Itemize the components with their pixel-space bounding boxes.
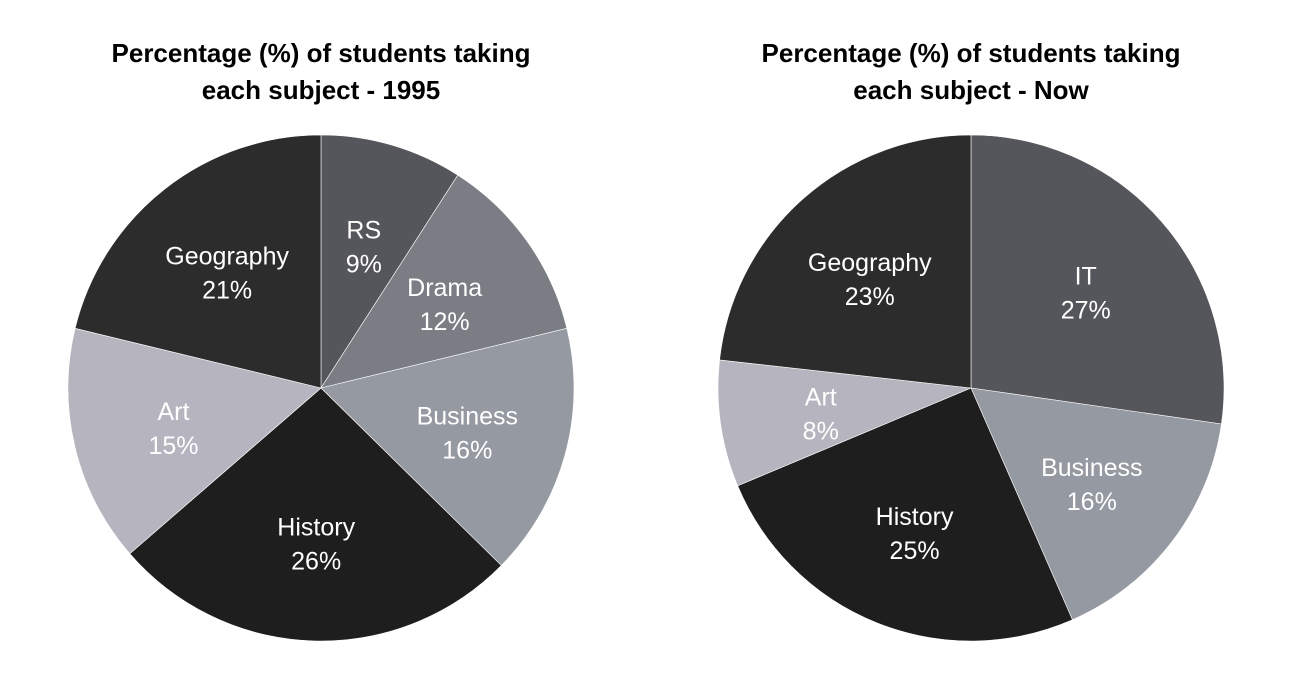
slice-label-business: Business — [417, 402, 518, 430]
slice-label-business: Business — [1041, 454, 1142, 482]
chart-title-line-2: each subject - Now — [853, 75, 1089, 105]
pie-slice-business — [320, 327, 575, 566]
slice-value-drama: 12% — [420, 308, 470, 336]
slice-label-art: Art — [158, 398, 190, 426]
pie-slice-geography — [719, 134, 972, 389]
slice-label-drama: Drama — [407, 274, 482, 302]
pie-slice-geography — [74, 134, 322, 389]
chart-title-line-2: each subject - 1995 — [202, 75, 440, 105]
pie-slice-it — [970, 134, 1225, 425]
pie-slice-history — [129, 387, 502, 642]
pie-chart-1995: Percentage (%) of students taking each s… — [67, 38, 575, 642]
slice-label-it: IT — [1075, 263, 1097, 291]
slice-value-art: 8% — [803, 418, 839, 446]
pie-slice-art — [67, 327, 322, 555]
slice-value-art: 15% — [148, 432, 198, 460]
chart-title-line-1: Percentage (%) of students taking — [112, 38, 531, 68]
slice-value-business: 16% — [1067, 488, 1117, 516]
slice-value-it: 27% — [1061, 297, 1111, 325]
slice-label-history: History — [277, 514, 355, 542]
slice-value-history: 25% — [890, 537, 940, 565]
pie-slice-rs — [320, 134, 459, 390]
pie-labels: RS 9% Drama 12% Business 16% History 26% Art 15% G… — [148, 216, 518, 575]
pie-chart-now: Percentage (%) of students taking each s… — [717, 38, 1225, 642]
slice-value-business: 16% — [442, 436, 492, 464]
slice-value-rs: 9% — [346, 250, 382, 278]
pie-slice-drama — [320, 174, 568, 389]
slice-label-history: History — [876, 503, 954, 531]
pie-slice-art — [717, 359, 973, 487]
slice-value-geography: 21% — [202, 277, 252, 305]
slice-label-art: Art — [805, 384, 837, 412]
slice-label-geography: Geography — [165, 243, 289, 271]
chart-title-line-1: Percentage (%) of students taking — [762, 38, 1181, 68]
slice-label-geography: Geography — [808, 249, 932, 277]
pie-slice-history — [737, 387, 1073, 642]
pie-slices — [717, 134, 1225, 642]
pie-slices — [67, 134, 575, 642]
slice-value-geography: 23% — [845, 283, 895, 311]
slice-label-rs: RS — [346, 216, 381, 244]
pie-slice-business — [970, 387, 1222, 621]
pie-labels: IT 27% Business 16% History 25% Art 8% Geography… — [803, 249, 1143, 565]
slice-value-history: 26% — [291, 548, 341, 576]
